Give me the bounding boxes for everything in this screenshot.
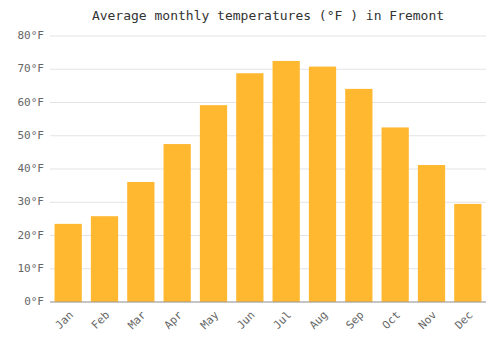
grid-line (50, 69, 486, 70)
y-tick-label: 60°F (18, 96, 45, 109)
x-tick-label: Dec (452, 309, 475, 332)
bars (55, 61, 482, 302)
x-tick-label: Jun (234, 309, 257, 332)
bar (309, 67, 336, 302)
bar (382, 127, 409, 302)
y-tick-label: 50°F (18, 129, 45, 142)
x-tick-label: May (198, 308, 222, 332)
x-tick-labels: Jan Feb Mar Apr May Jun Jul Aug Sep Oct Nov Dec (53, 308, 476, 332)
chart-svg: 0°F 10°F 20°F 30°F 40°F 50°F 60°F 70°F 80°F Jan Fe… (0, 0, 500, 350)
bar (236, 73, 263, 302)
bar (418, 165, 445, 302)
bar (164, 144, 191, 302)
bar (273, 61, 300, 302)
bar (345, 89, 372, 302)
y-tick-label: 40°F (18, 162, 45, 175)
bar (91, 216, 118, 302)
x-axis-line (50, 302, 486, 303)
y-tick-label: 30°F (18, 195, 45, 208)
y-tick-label: 20°F (18, 229, 45, 242)
bar (454, 204, 481, 302)
y-tick-label: 0°F (24, 295, 44, 308)
x-tick-label: Nov (416, 308, 440, 332)
y-tick-label: 80°F (18, 29, 45, 42)
chart-title: Average monthly temperatures (°F ) in Fr… (92, 8, 444, 23)
x-tick-label: Aug (307, 309, 330, 332)
x-tick-label: Mar (125, 308, 149, 332)
bar (55, 224, 82, 302)
y-tick-label: 10°F (18, 262, 45, 275)
grid-line (50, 302, 486, 303)
x-tick-label: Feb (89, 309, 112, 332)
x-tick-label: Oct (380, 309, 403, 332)
chart-container: 0°F 10°F 20°F 30°F 40°F 50°F 60°F 70°F 80°F Jan Fe… (0, 0, 500, 350)
grid-line (50, 102, 486, 103)
y-grid (50, 36, 486, 302)
x-tick-label: Jan (53, 309, 76, 332)
y-tick-labels: 0°F 10°F 20°F 30°F 40°F 50°F 60°F 70°F 80°F (18, 29, 45, 308)
grid-line (50, 135, 486, 136)
y-tick-label: 70°F (18, 62, 45, 75)
x-tick-label: Apr (162, 308, 186, 332)
grid-line (50, 36, 486, 37)
bar (127, 182, 154, 302)
x-tick-label: Jul (271, 309, 294, 332)
bar (200, 105, 227, 302)
x-tick-label: Sep (343, 309, 366, 332)
